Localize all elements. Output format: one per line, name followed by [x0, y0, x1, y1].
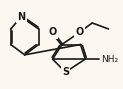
Text: O: O	[75, 27, 84, 37]
Text: S: S	[62, 67, 69, 77]
Text: O: O	[48, 27, 57, 37]
Text: NH₂: NH₂	[101, 55, 119, 64]
Text: N: N	[17, 12, 25, 22]
